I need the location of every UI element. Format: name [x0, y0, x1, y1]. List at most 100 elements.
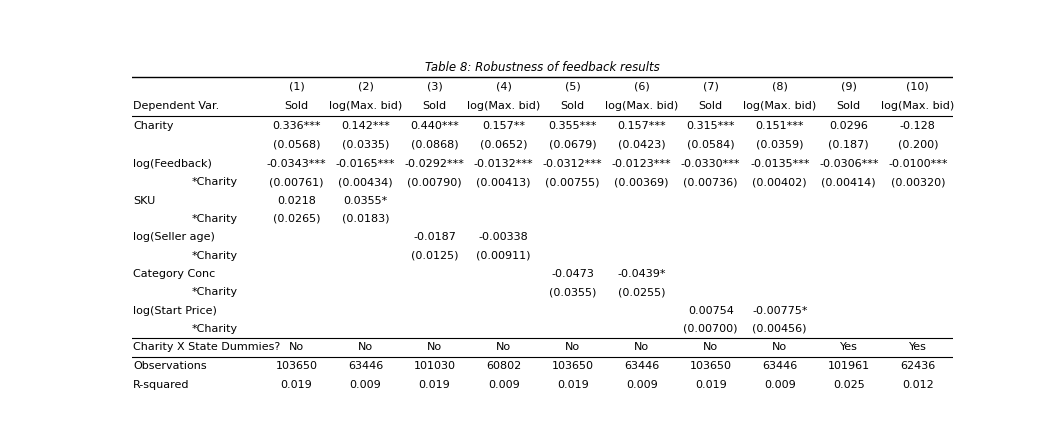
Text: Yes: Yes [909, 342, 927, 352]
Text: (0.0335): (0.0335) [342, 140, 390, 150]
Text: log(Max. bid): log(Max. bid) [467, 101, 540, 111]
Text: (0.00761): (0.00761) [269, 177, 324, 187]
Text: -0.0187: -0.0187 [413, 232, 456, 242]
Text: log(Max. bid): log(Max. bid) [605, 101, 679, 111]
Text: 0.009: 0.009 [488, 380, 520, 390]
Text: -0.00775*: -0.00775* [752, 306, 807, 315]
Text: 0.019: 0.019 [557, 380, 589, 390]
Text: 101961: 101961 [828, 361, 869, 371]
Text: log(Max. bid): log(Max. bid) [743, 101, 816, 111]
Text: (0.0355): (0.0355) [549, 287, 596, 297]
Text: (0.00414): (0.00414) [822, 177, 876, 187]
Text: (0.0679): (0.0679) [549, 140, 596, 150]
Text: 0.157***: 0.157*** [617, 121, 666, 131]
Text: (0.00911): (0.00911) [477, 250, 531, 261]
Text: -0.0306***: -0.0306*** [819, 159, 879, 169]
Text: (5): (5) [564, 82, 580, 92]
Text: (9): (9) [841, 82, 857, 92]
Text: -0.0473: -0.0473 [552, 269, 594, 279]
Text: 0.355***: 0.355*** [549, 121, 597, 131]
Text: 0.00754: 0.00754 [687, 306, 734, 315]
Text: (10): (10) [907, 82, 929, 92]
Text: (0.0183): (0.0183) [342, 214, 390, 224]
Text: -0.0135***: -0.0135*** [750, 159, 809, 169]
Text: Charity: Charity [133, 121, 174, 131]
Text: (0.0255): (0.0255) [617, 287, 665, 297]
Text: 0.151***: 0.151*** [755, 121, 804, 131]
Text: (0.0265): (0.0265) [273, 214, 320, 224]
Text: 103650: 103650 [275, 361, 318, 371]
Text: 0.0218: 0.0218 [277, 196, 316, 206]
Text: 60802: 60802 [486, 361, 521, 371]
Text: (0.0584): (0.0584) [687, 140, 735, 150]
Text: *Charity: *Charity [192, 177, 237, 187]
Text: -0.0123***: -0.0123*** [612, 159, 671, 169]
Text: 0.157**: 0.157** [482, 121, 525, 131]
Text: No: No [496, 342, 511, 352]
Text: Sold: Sold [560, 101, 585, 111]
Text: SKU: SKU [133, 196, 156, 206]
Text: -0.0439*: -0.0439* [617, 269, 666, 279]
Text: (7): (7) [703, 82, 719, 92]
Text: 0.336***: 0.336*** [272, 121, 321, 131]
Text: 0.009: 0.009 [349, 380, 381, 390]
Text: (0.0359): (0.0359) [756, 140, 804, 150]
Text: *Charity: *Charity [192, 250, 237, 261]
Text: (0.200): (0.200) [898, 140, 938, 150]
Text: 62436: 62436 [900, 361, 935, 371]
Text: 0.025: 0.025 [832, 380, 864, 390]
Text: (6): (6) [633, 82, 649, 92]
Text: (0.00320): (0.00320) [891, 177, 945, 187]
Text: No: No [634, 342, 649, 352]
Text: -0.0343***: -0.0343*** [267, 159, 326, 169]
Text: -0.0292***: -0.0292*** [405, 159, 465, 169]
Text: 63446: 63446 [624, 361, 660, 371]
Text: R-squared: R-squared [133, 380, 190, 390]
Text: Sold: Sold [837, 101, 861, 111]
Text: log(Feedback): log(Feedback) [133, 159, 212, 169]
Text: (0.0568): (0.0568) [273, 140, 320, 150]
Text: (0.0125): (0.0125) [411, 250, 459, 261]
Text: (2): (2) [358, 82, 374, 92]
Text: (0.187): (0.187) [828, 140, 869, 150]
Text: 0.009: 0.009 [626, 380, 658, 390]
Text: 63446: 63446 [348, 361, 383, 371]
Text: -0.0312***: -0.0312*** [543, 159, 603, 169]
Text: 0.019: 0.019 [418, 380, 450, 390]
Text: (0.00456): (0.00456) [753, 324, 807, 334]
Text: log(Start Price): log(Start Price) [133, 306, 217, 315]
Text: No: No [703, 342, 718, 352]
Text: 0.0355*: 0.0355* [343, 196, 388, 206]
Text: (0.00402): (0.00402) [752, 177, 807, 187]
Text: log(Seller age): log(Seller age) [133, 232, 215, 242]
Text: -0.0330***: -0.0330*** [681, 159, 740, 169]
Text: Sold: Sold [285, 101, 308, 111]
Text: -0.0132***: -0.0132*** [473, 159, 534, 169]
Text: log(Max. bid): log(Max. bid) [329, 101, 402, 111]
Text: (8): (8) [772, 82, 788, 92]
Text: (0.00790): (0.00790) [408, 177, 462, 187]
Text: 103650: 103650 [552, 361, 594, 371]
Text: Yes: Yes [840, 342, 858, 352]
Text: 101030: 101030 [414, 361, 455, 371]
Text: (0.00755): (0.00755) [545, 177, 599, 187]
Text: *Charity: *Charity [192, 324, 237, 334]
Text: 0.440***: 0.440*** [410, 121, 459, 131]
Text: No: No [427, 342, 443, 352]
Text: -0.0165***: -0.0165*** [336, 159, 395, 169]
Text: Charity X State Dummies?: Charity X State Dummies? [133, 342, 281, 352]
Text: -0.00338: -0.00338 [479, 232, 528, 242]
Text: (0.00413): (0.00413) [477, 177, 531, 187]
Text: 0.019: 0.019 [695, 380, 726, 390]
Text: (0.0423): (0.0423) [617, 140, 665, 150]
Text: (4): (4) [496, 82, 511, 92]
Text: No: No [289, 342, 304, 352]
Text: 0.0296: 0.0296 [829, 121, 868, 131]
Text: 103650: 103650 [689, 361, 732, 371]
Text: -0.0100***: -0.0100*** [889, 159, 948, 169]
Text: (1): (1) [289, 82, 304, 92]
Text: 0.019: 0.019 [281, 380, 312, 390]
Text: Sold: Sold [699, 101, 722, 111]
Text: *Charity: *Charity [192, 287, 237, 297]
Text: Category Conc: Category Conc [133, 269, 215, 279]
